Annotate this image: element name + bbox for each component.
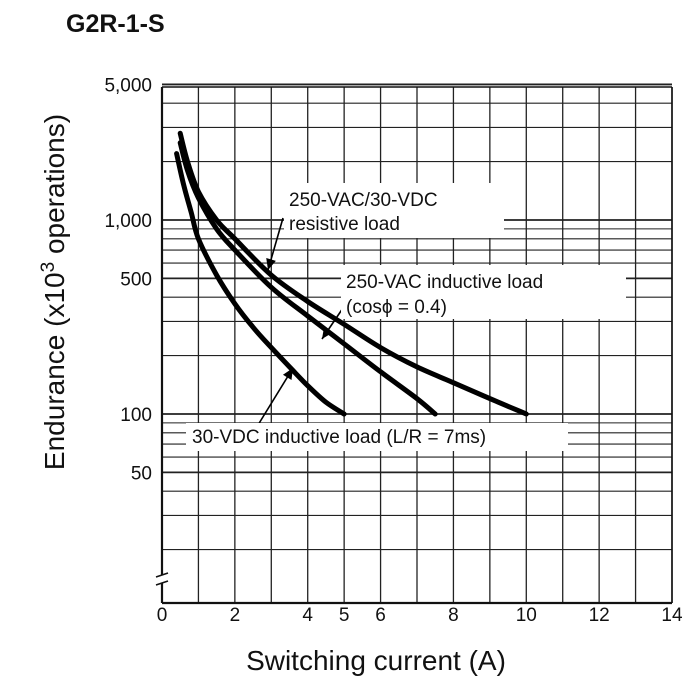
y-axis-title-end: operations) <box>39 114 70 262</box>
series-line-3 <box>174 151 347 417</box>
y-tick-label-background <box>80 265 156 291</box>
axis-break-mark <box>155 572 169 586</box>
axis-break-gap <box>159 575 165 583</box>
y-axis-title: Endurance (x103 operations) <box>38 114 70 470</box>
series-line-1 <box>177 130 529 417</box>
tick-labels: 0 2 4 5 6 8 10 12 14 5,000 1,000 500 100 50 <box>80 71 683 626</box>
x-tick-label: 8 <box>448 605 459 626</box>
y-tick-label-background <box>80 401 156 426</box>
annotation-text: 30-VDC inductive load (L/R = 7ms) <box>192 427 486 448</box>
annotation-pointer <box>257 367 294 426</box>
axis-break-stroke <box>155 572 169 578</box>
annotation-pointers <box>257 217 344 426</box>
annotation-arrowhead <box>266 258 276 270</box>
x-tick-label: 14 <box>661 605 683 626</box>
series-lines <box>174 130 529 417</box>
x-tick-label: 10 <box>516 605 537 626</box>
x-tick-label: 0 <box>157 605 168 626</box>
chart-title: G2R-1-S <box>66 10 165 38</box>
annotation-arrowhead <box>322 327 333 339</box>
x-tick-label: 4 <box>302 605 313 626</box>
axis-break-stroke <box>155 580 169 586</box>
annotation-text: 250-VAC inductive load <box>346 272 543 293</box>
series-line-2 <box>177 140 438 417</box>
grid <box>161 83 673 603</box>
annotation-text: resistive load <box>289 214 400 235</box>
annotation-text: (cosϕ = 0.4) <box>346 297 447 318</box>
x-tick-label: 6 <box>375 605 386 626</box>
y-tick-label-background <box>80 207 156 232</box>
annotation-background <box>284 183 504 238</box>
x-tick-label: 12 <box>589 605 610 626</box>
annotation-background <box>186 423 568 451</box>
annotation-background <box>341 265 626 319</box>
annotation-arrowhead <box>282 368 293 380</box>
y-tick-label: 1,000 <box>104 211 152 232</box>
y-tick-label: 500 <box>120 269 152 290</box>
annotation-text: 250-VAC/30-VDC <box>289 190 438 211</box>
x-tick-label: 5 <box>339 605 350 626</box>
y-axis-title-main: Endurance (x10 <box>39 272 70 470</box>
y-tick-label-background <box>80 459 156 485</box>
annotations: 250-VAC/30-VDC resistive load 250-VAC indu… <box>186 183 626 451</box>
y-tick-label: 5,000 <box>104 75 152 96</box>
y-axis-title-sup: 3 <box>38 262 59 273</box>
y-tick-label: 100 <box>120 405 152 426</box>
plot-border <box>160 86 673 605</box>
y-tick-label-background <box>80 71 156 97</box>
y-tick-label: 50 <box>131 463 152 484</box>
x-axis-title: Switching current (A) <box>246 645 506 676</box>
x-tick-label: 2 <box>230 605 241 626</box>
